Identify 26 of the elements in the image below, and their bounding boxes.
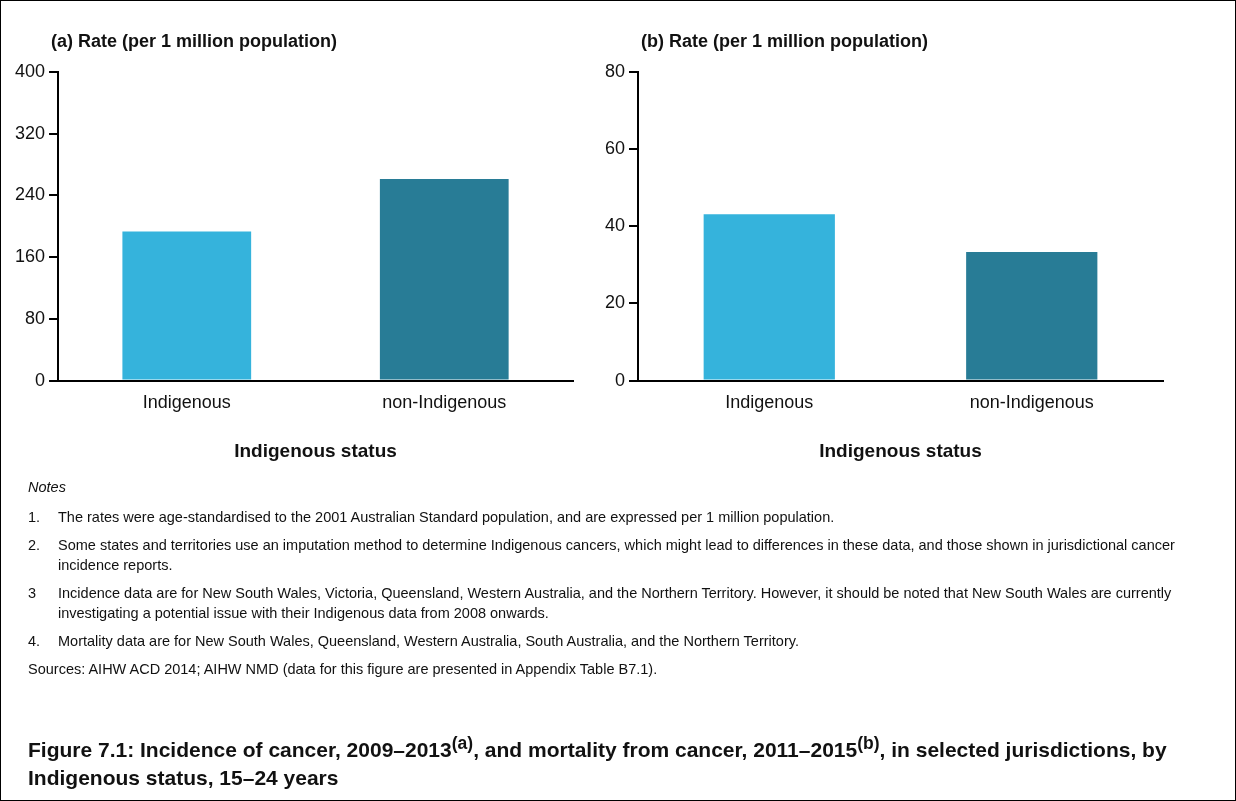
y-tick-label: 20 (604, 292, 626, 313)
y-tick-label: 400 (14, 60, 46, 81)
y-tick-label: 80 (25, 307, 46, 328)
x-tick-label: non-Indigenous (969, 392, 1094, 413)
y-tick-label: 160 (14, 246, 46, 267)
text: 1. The rates were age-standardised to the 2001 Australian Standard population, and are expressed per 1 million population. (28, 509, 835, 525)
source-note: Sources: AIHW ACD 2014; AIHW NMD (data for this figure are presented in Appendix Table B7.1). (28, 660, 658, 679)
y-axis-title: (a) Rate (per 1 million population) (51, 31, 338, 52)
x-tick-label: non-Indigenous (382, 392, 507, 413)
y-axis-title: (b) Rate (per 1 million population) (641, 31, 928, 52)
text: 2. Some states and territories use an imputation method to determine Indigenous cancers, which might lead to differences in these data, and those shown in jurisdictional cancer incidence reports. (28, 537, 1175, 573)
y-tick-label: 320 (14, 122, 46, 143)
x-axis-title: Indigenous status (234, 439, 397, 461)
y-tick-label: 40 (604, 215, 626, 236)
y-tick-label: 80 (604, 60, 626, 81)
x-axis-title: Indigenous status (819, 439, 982, 461)
text: 4. Mortality data are for New South Wales, Queensland, Western Australia, South Australia, and the Northern Territory. (28, 633, 799, 649)
y-tick-label: 0 (615, 369, 626, 390)
x-tick-label: Indigenous (725, 392, 814, 413)
text: 3 Incidence data are for New South Wales, Victoria, Queensland, Western Australia, and the Northern Territory. However, it should be noted that New South Wales are currently investigating a potential issue with their Indigenous data from 2008 onwards. (28, 585, 1172, 621)
y-tick-label: 60 (604, 137, 626, 158)
text: Notes (28, 478, 66, 497)
y-tick-label: 0 (35, 369, 46, 390)
x-tick-label: Indigenous (142, 392, 231, 413)
chart-title: Figure 7.1: Incidence of cancer, 2009–2013$^{(a)}$, and mortality from cancer, 2011–2015$^{(b)}$, in selected jurisdictions, by Indigenous status, 15–24 years (28, 733, 1167, 789)
y-tick-label: 240 (14, 184, 46, 205)
